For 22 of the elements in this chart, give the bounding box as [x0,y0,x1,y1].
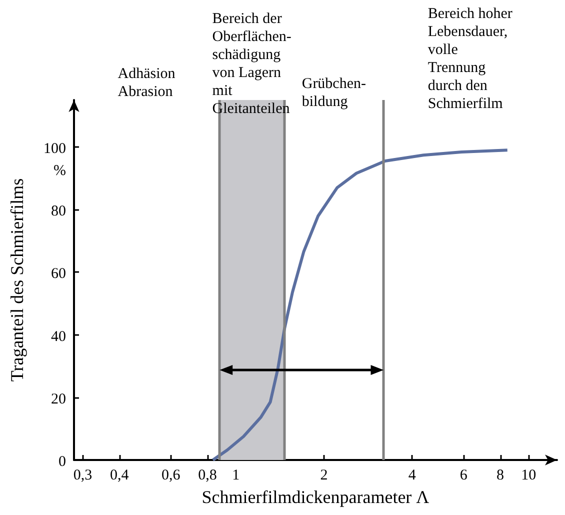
y-axis-title: Traganteil des Schmierfilms [7,178,27,382]
y-tick-label: 40 [51,328,66,345]
x-tick-label: 0,8 [198,468,217,484]
x-tick-label: 1 [232,468,240,484]
y-tick-label: 60 [51,266,66,282]
y-tick-label: 100 % [44,140,66,179]
annotation: Bereich der Oberflächen- schädigung von Lagern mit Gleitanteilen [212,10,292,118]
annotation: Bereich hoher Lebensdauer, volle Trennung durch den Schmierfilm [428,5,512,113]
y-tick-label: 20 [51,391,66,408]
x-tick-label: 2 [320,468,328,484]
x-tick-label: 8 [496,468,504,484]
x-axis-title: Schmierfilmdickenparameter Λ [202,487,430,507]
text: Adhäsion Abrasion [118,65,176,101]
x-tick-label: 10 [521,468,536,484]
x-tick-label: 6 [460,468,468,484]
x-tick-label: 0,4 [110,468,130,484]
x-tick-label: 0,6 [162,468,181,484]
x-tick-label: 0,3 [73,468,92,484]
y-tick-label: 80 [51,204,66,220]
y-tick-label: 0 [58,454,66,470]
x-tick-label: 4 [408,468,416,484]
annotation: Grübchen- bildung [302,75,366,111]
